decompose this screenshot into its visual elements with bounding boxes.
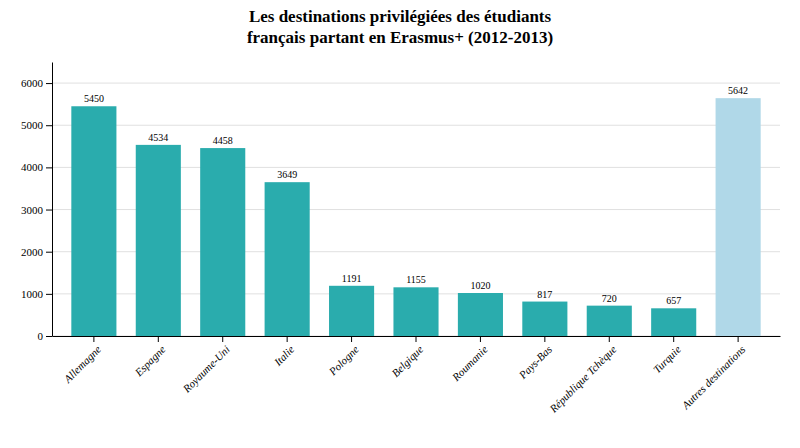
y-tick-label: 6000 (21, 77, 44, 89)
bar (71, 106, 116, 336)
x-tick-label: Royaume-Uni (180, 343, 232, 395)
x-tick: Allemagne (61, 336, 104, 386)
title-line: français partant en Erasmus+ (2012-2013) (247, 28, 553, 47)
y-tick-label: 5000 (21, 119, 44, 131)
x-tick: Belgique (389, 336, 425, 379)
y-tick-label: 0 (38, 330, 44, 342)
grid-line (52, 83, 780, 84)
title: Les destinations privilégiées des étudia… (247, 7, 553, 47)
y-axis: 0 1000 2000 3000 4000 5000 6000 (21, 63, 53, 343)
bar (458, 293, 503, 336)
x-tick-label: République Tchèque (546, 343, 618, 415)
x-tick-mark (416, 336, 417, 342)
x-tick-mark (609, 336, 610, 342)
data-label: 5642 (728, 85, 748, 96)
y-tick: 1000 (21, 288, 52, 300)
y-tick: 0 (38, 330, 53, 342)
y-tick: 5000 (21, 119, 52, 131)
data-label: 657 (666, 295, 681, 306)
y-tick-mark (46, 167, 52, 168)
y-tick-mark (46, 83, 52, 84)
data-label: 720 (602, 293, 617, 304)
x-tick: Pologne (326, 336, 361, 378)
y-tick-mark (46, 125, 52, 126)
y-tick: 3000 (21, 204, 52, 216)
x-tick-mark (738, 336, 739, 342)
data-label: 5450 (84, 93, 104, 104)
x-tick: Autres destinations (679, 336, 748, 412)
y-tick-mark (46, 294, 52, 295)
x-tick-label: Turquie (651, 343, 683, 375)
x-tick-label: Belgique (389, 343, 425, 379)
data-label: 1191 (342, 273, 362, 284)
y-tick-mark (46, 210, 52, 211)
x-tick: Pays-Bas (516, 336, 555, 382)
bar (136, 145, 181, 336)
x-tick: Espagne (132, 336, 168, 379)
x-tick-mark (480, 336, 481, 342)
bar (651, 308, 696, 336)
x-tick-mark (222, 336, 223, 342)
bar (200, 148, 245, 336)
grid (52, 83, 780, 336)
y-tick-label: 3000 (21, 204, 44, 216)
x-axis: Allemagne Espagne Royaume-Uni Italie Pologne… (53, 336, 781, 415)
data-labels: 5450 4534 4458 3649 1191 1155 1020 817 720 657 564… (84, 85, 748, 306)
x-tick-mark (158, 336, 159, 342)
x-tick-label: Espagne (132, 343, 168, 379)
x-tick-mark (93, 336, 94, 342)
x-tick-label: Italie (271, 343, 297, 369)
x-tick: Italie (271, 336, 297, 369)
data-label: 3649 (277, 169, 297, 180)
x-tick: République Tchèque (546, 336, 618, 415)
y-tick-label: 1000 (21, 288, 44, 300)
x-tick: Royaume-Uni (180, 336, 232, 395)
y-tick: 6000 (21, 77, 52, 89)
x-tick-label: Pays-Bas (516, 343, 555, 382)
y-tick-label: 2000 (21, 246, 44, 258)
data-label: 1155 (406, 274, 426, 285)
bar (587, 306, 632, 336)
y-tick: 4000 (21, 161, 52, 173)
data-label: 4534 (148, 132, 168, 143)
x-tick: Turquie (651, 336, 683, 375)
x-tick-mark (544, 336, 545, 342)
y-tick-mark (46, 252, 52, 253)
bar (393, 287, 438, 336)
bar (522, 302, 567, 336)
bar (716, 98, 761, 336)
plot: 0 1000 2000 3000 4000 5000 6000 Allemagne Espagn… (21, 63, 781, 416)
bar (329, 286, 374, 336)
x-tick-mark (673, 336, 674, 342)
x-tick: Roumanie (449, 336, 490, 384)
grid-line (52, 125, 780, 126)
y-axis-line (52, 63, 53, 337)
chart: 0 1000 2000 3000 4000 5000 6000 Allemagne Espagn… (0, 0, 800, 448)
x-tick-label: Allemagne (61, 343, 104, 386)
y-tick-label: 4000 (21, 161, 44, 173)
x-tick-label: Pologne (326, 343, 361, 378)
x-tick-mark (351, 336, 352, 342)
data-label: 817 (537, 289, 552, 300)
x-tick-label: Roumanie (449, 343, 490, 384)
title-line: Les destinations privilégiées des étudia… (249, 7, 552, 26)
data-label: 4458 (213, 135, 233, 146)
y-tick: 2000 (21, 246, 52, 258)
data-label: 1020 (470, 280, 490, 291)
x-tick-label: Autres destinations (679, 343, 748, 412)
bar (265, 182, 310, 336)
x-tick-mark (287, 336, 288, 342)
y-tick-mark (46, 336, 52, 337)
bars (71, 98, 760, 336)
